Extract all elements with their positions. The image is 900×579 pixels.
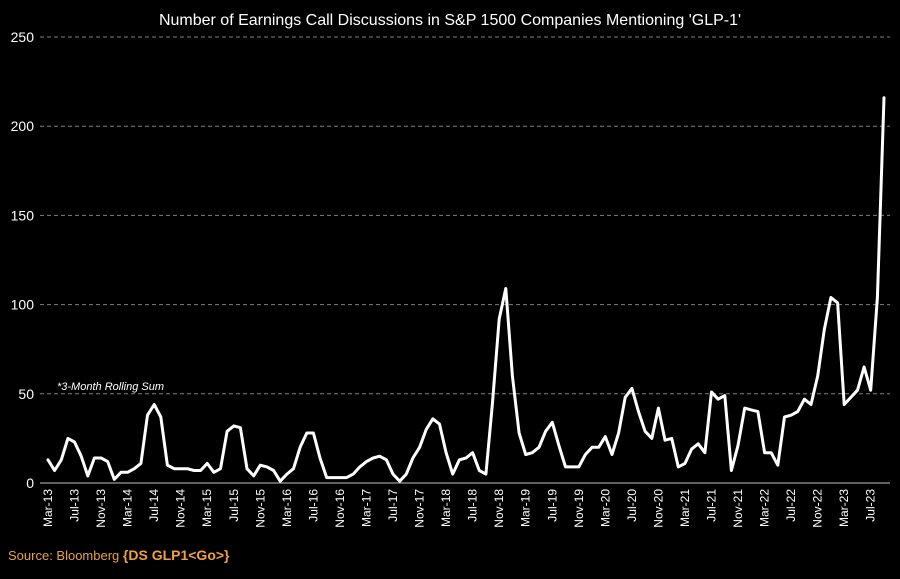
x-tick-label: Mar-19 — [519, 489, 533, 527]
x-tick-label: Jul-23 — [864, 489, 878, 522]
x-tick-label: Jul-19 — [545, 489, 559, 522]
x-tick-label: Nov-17 — [413, 489, 427, 528]
series — [46, 96, 886, 483]
x-tick-label: Mar-16 — [280, 489, 294, 527]
x-tick-label: Nov-16 — [333, 489, 347, 528]
x-tick-label: Nov-20 — [651, 489, 665, 528]
x-tick-label: Jul-21 — [704, 489, 718, 522]
x-tick-label: Jul-17 — [386, 489, 400, 522]
x-tick-label: Nov-21 — [731, 489, 745, 528]
bloomberg-command: {DS GLP1<Go>} — [122, 547, 230, 563]
x-tick-label: Mar-20 — [598, 489, 612, 527]
gridlines — [40, 36, 890, 395]
x-tick-label: Nov-22 — [811, 489, 825, 528]
y-tick-label: 0 — [26, 475, 34, 491]
x-tick-label: Jul-15 — [227, 489, 241, 522]
source-label: Source: Bloomberg — [8, 548, 120, 563]
y-tick-label: 100 — [11, 297, 35, 313]
x-tick-label: Mar-22 — [758, 489, 772, 527]
x-axis-tick-labels: Mar-13 Jul-13 Nov-13 Mar-14 Jul-14 Nov-14 Mar-… — [41, 489, 878, 528]
chart-title: Number of Earnings Call Discussions in S… — [159, 12, 741, 29]
y-axis-tick-labels: 0 50 100 150 200 250 — [11, 29, 35, 491]
x-tick-label: Nov-18 — [492, 489, 506, 528]
x-tick-label: Nov-19 — [572, 489, 586, 528]
x-tick-label: Mar-21 — [678, 489, 692, 527]
y-tick-label: 150 — [11, 207, 35, 223]
y-tick-label: 250 — [11, 29, 35, 45]
x-tick-label: Nov-14 — [174, 489, 188, 528]
y-tick-label: 50 — [18, 386, 34, 402]
x-tick-label: Mar-23 — [837, 489, 851, 527]
x-tick-label: Mar-17 — [359, 489, 373, 527]
x-tick-label: Jul-14 — [147, 489, 161, 522]
source-line: Source: Bloomberg {DS GLP1<Go>} — [8, 547, 230, 563]
rolling-sum-note: *3-Month Rolling Sum — [57, 381, 164, 393]
x-tick-label: Mar-14 — [121, 489, 135, 527]
x-tick-label: Jul-18 — [466, 489, 480, 522]
x-tick-label: Jul-22 — [784, 489, 798, 522]
x-tick-label: Mar-13 — [41, 489, 55, 527]
x-tick-label: Jul-16 — [306, 489, 320, 522]
x-tick-label: Jul-20 — [625, 489, 639, 522]
y-tick-label: 200 — [11, 118, 35, 134]
series-line — [46, 96, 886, 483]
x-tick-label: Nov-15 — [253, 489, 267, 528]
x-tick-label: Mar-18 — [439, 489, 453, 527]
x-tick-label: Mar-15 — [200, 489, 214, 527]
x-tick-label: Jul-13 — [68, 489, 82, 522]
x-tick-label: Nov-13 — [94, 489, 108, 528]
